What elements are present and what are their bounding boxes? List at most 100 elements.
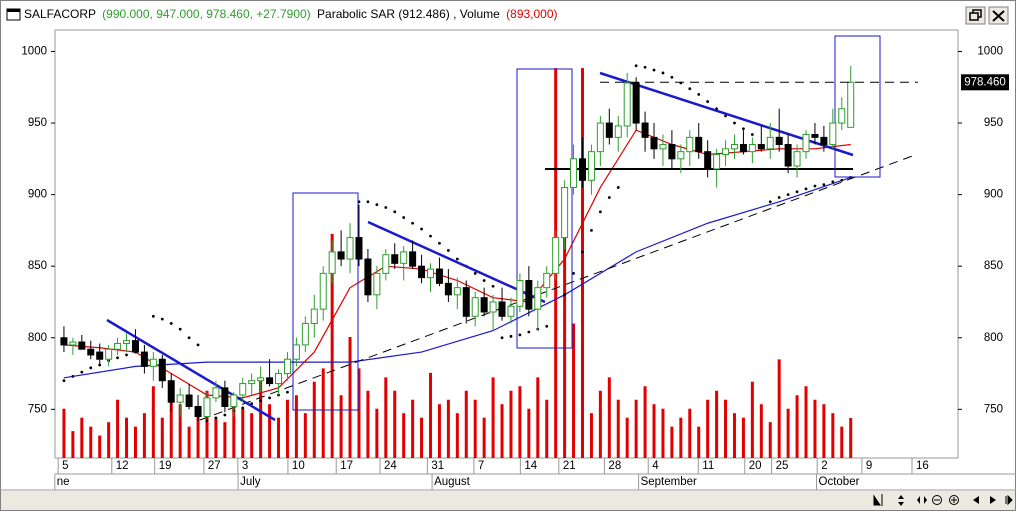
x-tick-label: 27 xyxy=(208,460,221,472)
sar-dot xyxy=(768,200,772,204)
candle-body xyxy=(641,122,649,138)
sar-dot xyxy=(62,379,66,383)
zoom-icon[interactable] xyxy=(873,494,883,506)
month-label: September xyxy=(641,476,697,488)
x-tick-label: 16 xyxy=(916,460,929,472)
sar-dot xyxy=(616,186,620,189)
sar-dot xyxy=(572,271,575,275)
candle-body xyxy=(489,301,497,313)
pan-icon[interactable] xyxy=(917,496,927,504)
x-tick-label: 10 xyxy=(292,460,305,472)
candle-body xyxy=(552,237,560,274)
candle-body xyxy=(105,348,113,360)
candle-body xyxy=(668,144,676,160)
sar-dot xyxy=(840,178,844,182)
candle-body xyxy=(60,337,68,346)
candle-body xyxy=(257,377,265,382)
sar-dot xyxy=(116,356,119,360)
scroll-end-button[interactable] xyxy=(1005,494,1013,506)
sar-dot xyxy=(169,322,173,325)
candle-body xyxy=(123,340,131,344)
scroll-icon[interactable] xyxy=(898,495,904,506)
sar-dot xyxy=(160,317,164,321)
sar-label: Parabolic SAR (912.486) xyxy=(317,7,450,21)
x-tick-label: 21 xyxy=(563,460,576,472)
x-tick-label: 9 xyxy=(866,460,872,472)
candle-body xyxy=(230,394,238,407)
sar-dot xyxy=(527,330,531,334)
candle-body xyxy=(167,380,175,403)
sar-dot xyxy=(733,121,736,125)
last-price-box xyxy=(961,74,1009,91)
restore-icon xyxy=(969,12,979,21)
separator-space: , xyxy=(453,7,460,21)
candle-body xyxy=(114,342,122,350)
x-tick-label: 11 xyxy=(702,460,714,472)
candle-body xyxy=(301,322,309,346)
sar-dot xyxy=(196,343,200,347)
candle-body xyxy=(730,144,738,150)
price-layer xyxy=(60,65,855,421)
sar-dot xyxy=(446,249,450,252)
sar-dot xyxy=(205,419,209,423)
y-tick-label: 850 xyxy=(28,260,47,272)
sar-dot xyxy=(813,184,817,188)
zoom-out-button[interactable] xyxy=(932,495,942,505)
close-icon xyxy=(992,10,1005,22)
sar-dot xyxy=(831,180,835,184)
candle-body xyxy=(471,297,479,317)
candle-body xyxy=(650,136,658,150)
scroll-left-button[interactable] xyxy=(973,496,979,504)
sar-dot xyxy=(411,221,415,225)
ohlc-values: (990.000, 947.000, 978.460, +27.7900) xyxy=(102,7,311,21)
x-tick-label: 25 xyxy=(776,460,789,472)
x-tick-label: 14 xyxy=(524,460,537,472)
sar-dot xyxy=(607,196,611,199)
candle-body xyxy=(534,287,542,310)
candle-body xyxy=(838,108,846,124)
candle-body xyxy=(614,125,622,138)
candle-body xyxy=(525,280,533,310)
sar-dot xyxy=(393,210,397,214)
candle-body xyxy=(829,122,837,146)
axes-layer: 750 750 800 800 850 850 900 900 950 950 1000 1000 5 1… xyxy=(21,46,1009,490)
sar-dot xyxy=(509,334,513,338)
sar-dot xyxy=(241,406,245,410)
candle-body xyxy=(140,351,148,367)
candle-body xyxy=(185,394,193,407)
candle-body xyxy=(435,268,443,284)
sar-dot xyxy=(420,227,423,231)
candle-body xyxy=(400,251,408,264)
y-tick-label: 900 xyxy=(984,189,1003,201)
candle-body xyxy=(176,394,184,403)
symbol: SALFACORP xyxy=(24,7,96,21)
sar-dot xyxy=(750,133,754,136)
x-tick-label: 4 xyxy=(652,460,659,472)
candle-body xyxy=(444,282,452,296)
sar-dot xyxy=(402,216,406,219)
sar-dot xyxy=(652,68,656,72)
zoom-in-icon xyxy=(951,497,957,503)
candle-body xyxy=(194,405,202,417)
x-tick-label: 2 xyxy=(821,460,827,472)
candle-body xyxy=(695,136,703,153)
candle-body xyxy=(373,272,381,296)
sar-dot xyxy=(151,314,155,318)
sar-dot xyxy=(125,353,128,357)
sar-dot xyxy=(214,416,218,420)
last-price-label: 978.460 xyxy=(964,76,1006,88)
candle-body xyxy=(418,265,426,279)
candle-body xyxy=(158,358,166,382)
candle-body xyxy=(391,254,399,264)
scroll-right-button[interactable] xyxy=(990,496,996,504)
candle-body xyxy=(212,387,220,399)
x-tick-label: 17 xyxy=(340,460,353,472)
candle-body xyxy=(87,348,95,356)
candle-body xyxy=(847,81,855,128)
candle-body xyxy=(686,136,694,153)
candle-body xyxy=(364,258,372,296)
zoom-in-button[interactable] xyxy=(949,495,959,505)
sar-dot xyxy=(268,396,271,400)
candle-body xyxy=(722,148,730,156)
sar-dot xyxy=(706,100,710,103)
